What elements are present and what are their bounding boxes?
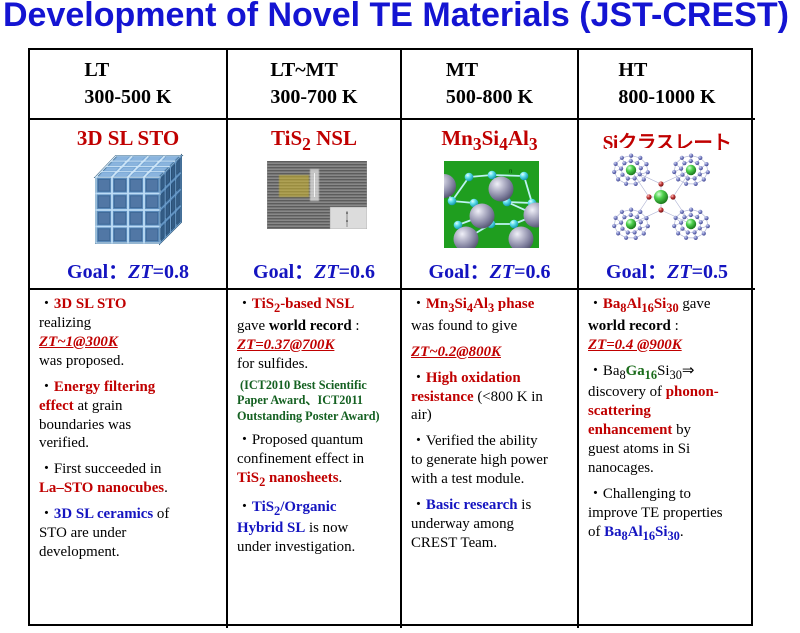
svg-text:n: n <box>509 169 512 175</box>
